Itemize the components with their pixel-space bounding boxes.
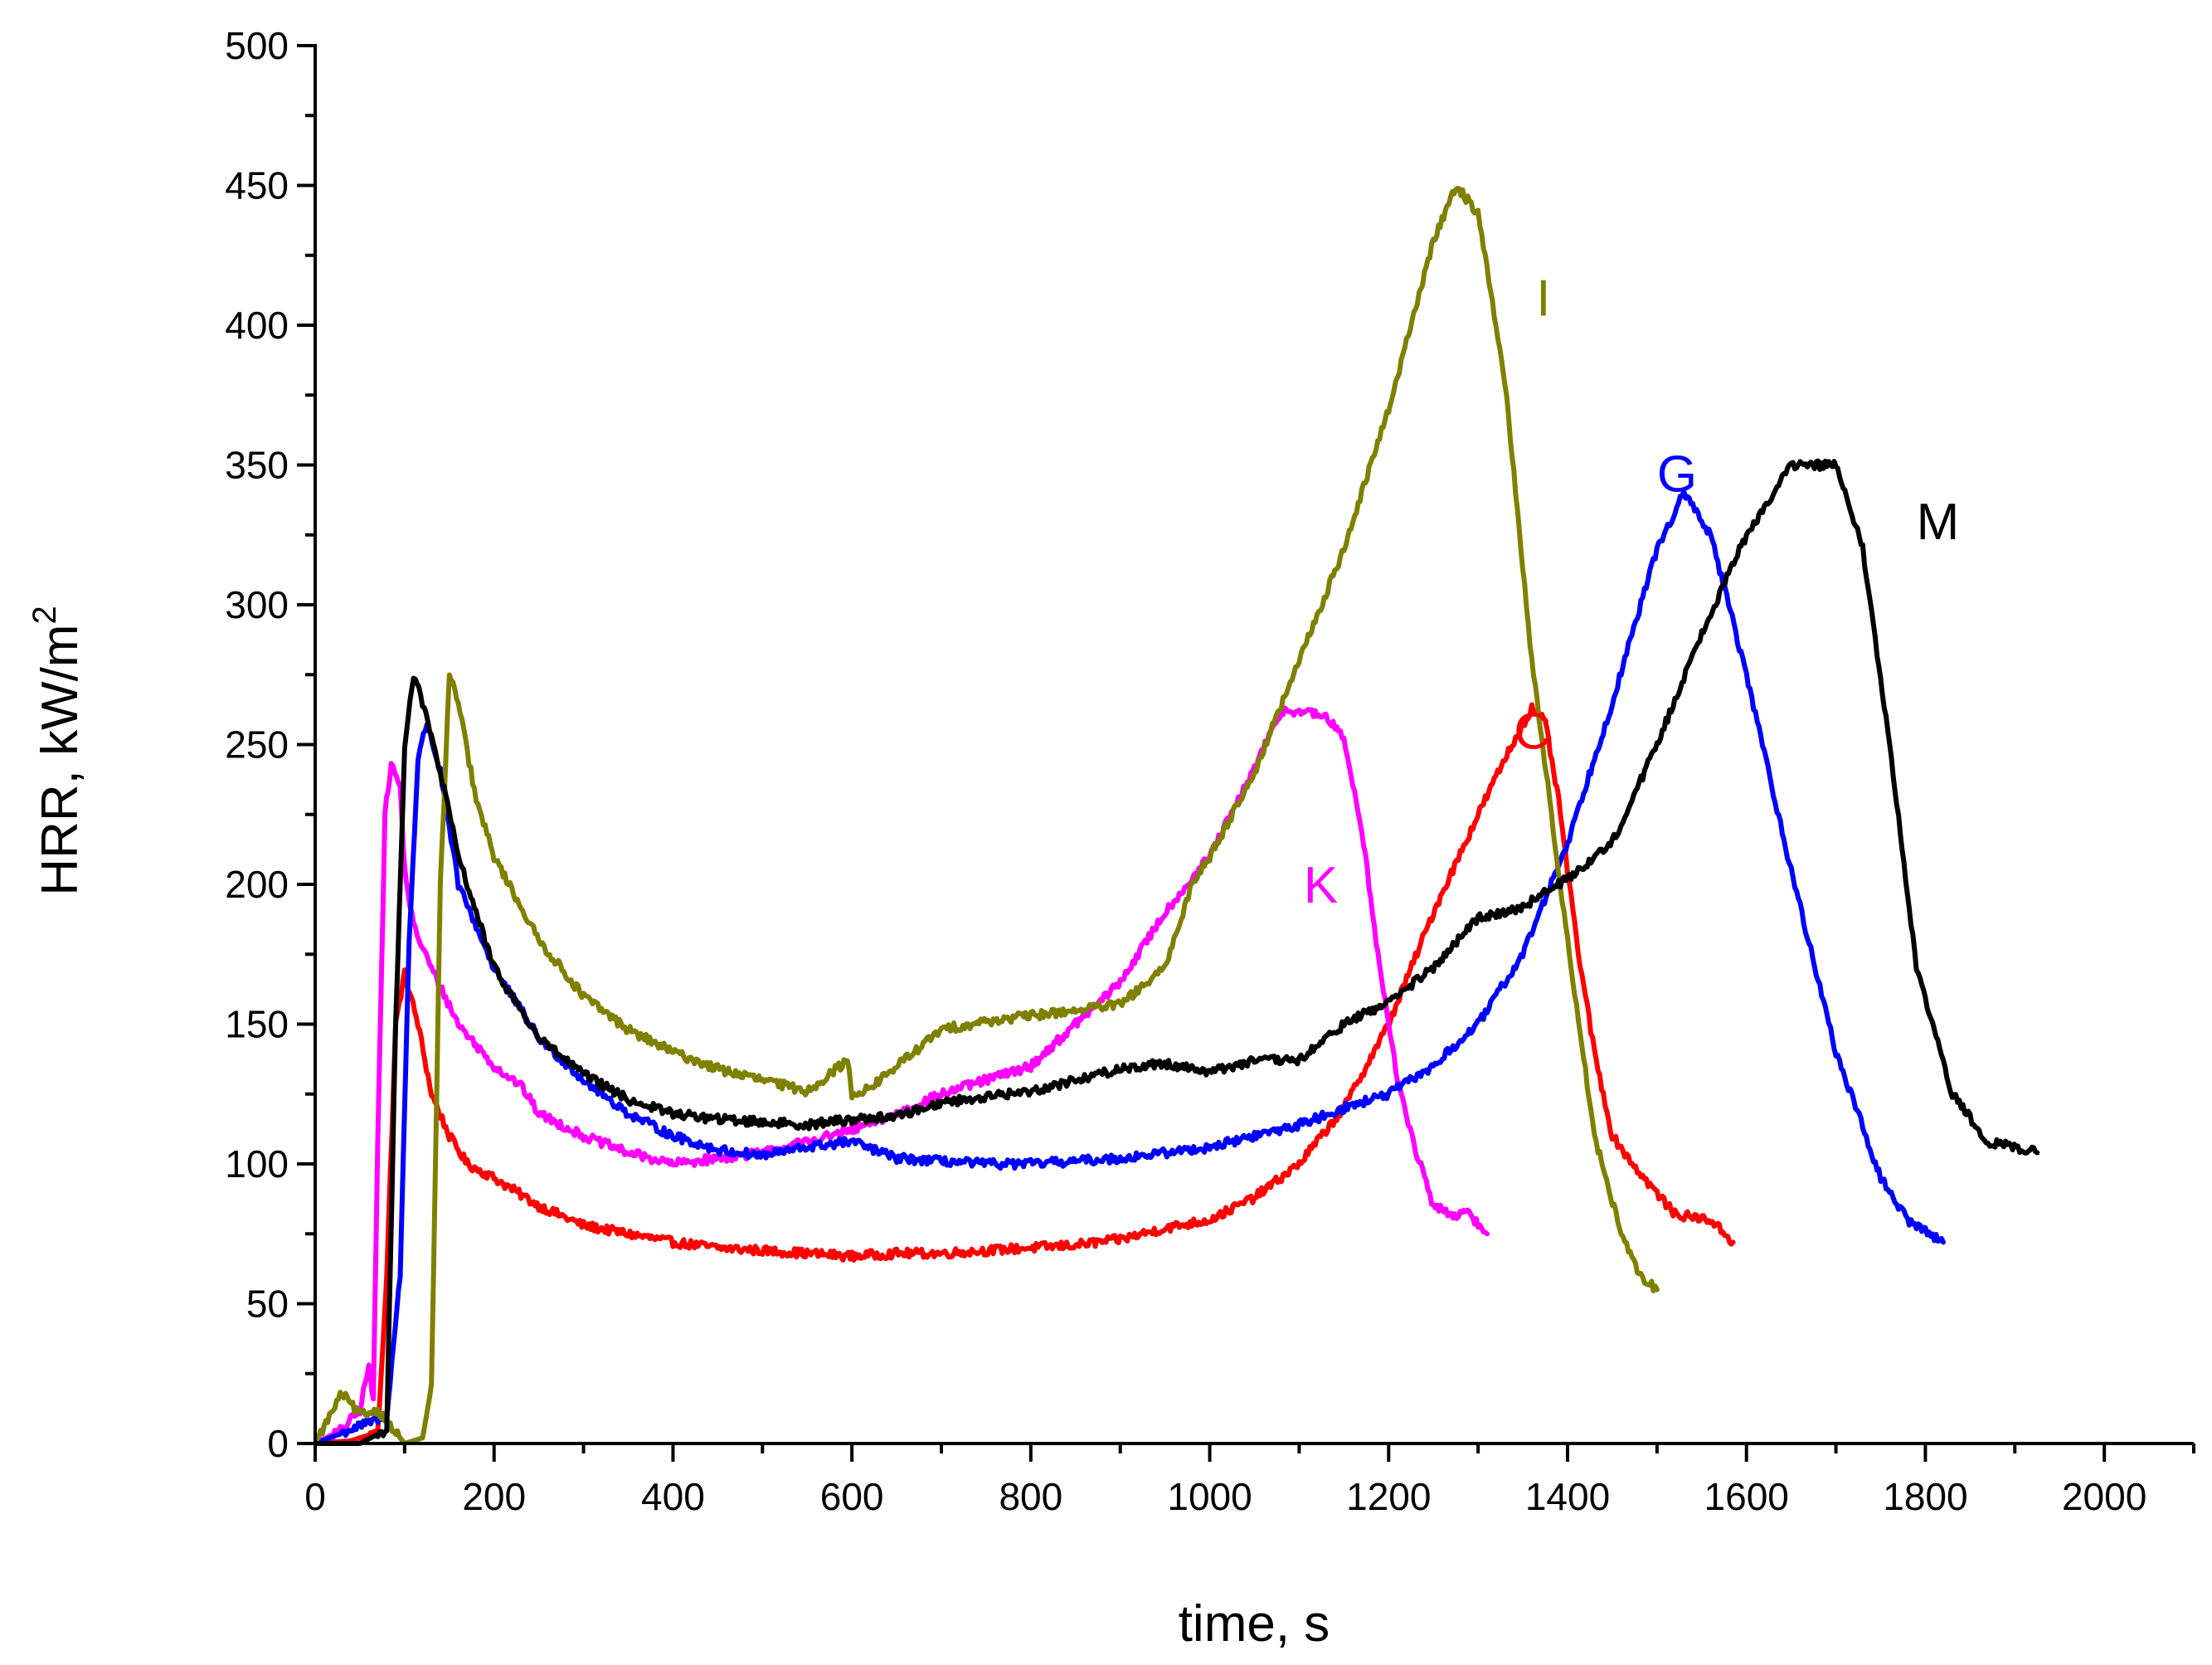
y-tick-label-400: 400: [225, 304, 289, 347]
y-tick-label-500: 500: [225, 24, 289, 67]
x-tick-label-600: 600: [820, 1475, 884, 1518]
x-tick-label-400: 400: [641, 1475, 705, 1518]
y-tick-label-300: 300: [225, 583, 289, 626]
x-tick-label-1000: 1000: [1167, 1475, 1252, 1518]
x-axis-title: time, s: [1179, 1595, 1330, 1653]
y-tick-label-200: 200: [225, 863, 289, 906]
plot-lines: [313, 185, 2040, 1446]
y-axis-title: HRR, kW/m2: [27, 606, 89, 895]
series-label-i: I: [1536, 270, 1550, 327]
series-label-g: G: [1657, 446, 1697, 504]
y-tick-label-50: 50: [246, 1283, 289, 1326]
x-tick-label-200: 200: [462, 1475, 526, 1518]
x-tick-label-2000: 2000: [2062, 1475, 2146, 1518]
y-tick-label-100: 100: [225, 1142, 289, 1185]
series-label-m: M: [1917, 494, 1960, 551]
series-line-g: [313, 489, 1946, 1446]
x-tick-label-1800: 1800: [1883, 1475, 1967, 1518]
series-label-c: C: [1514, 703, 1551, 761]
y-tick-label-350: 350: [225, 444, 289, 487]
tick-labels: 0 200 400 600 800 1000 1200 1400 1600 1800 2000 0 50…: [225, 24, 2146, 1518]
y-tick-label-450: 450: [225, 164, 289, 207]
series-labels: C K G I M: [1304, 270, 1959, 914]
series-line-i: [313, 185, 1660, 1446]
x-tick-label-1200: 1200: [1346, 1475, 1431, 1518]
series-line-m: [313, 458, 2040, 1446]
series-label-k: K: [1304, 857, 1338, 914]
y-tick-label-0: 0: [267, 1422, 289, 1465]
series-line-c: [313, 702, 1736, 1446]
axes: [297, 44, 2195, 1462]
y-tick-label-250: 250: [225, 723, 289, 767]
series-line-k: [313, 705, 1490, 1446]
y-axis-title-main: HRR, kW/m: [32, 625, 89, 896]
x-tick-label-1600: 1600: [1704, 1475, 1789, 1518]
x-tick-label-0: 0: [304, 1475, 326, 1518]
x-tick-label-800: 800: [999, 1475, 1062, 1518]
y-axis-title-superscript: 2: [27, 606, 63, 624]
x-tick-label-1400: 1400: [1525, 1475, 1610, 1518]
y-tick-label-150: 150: [225, 1003, 289, 1046]
